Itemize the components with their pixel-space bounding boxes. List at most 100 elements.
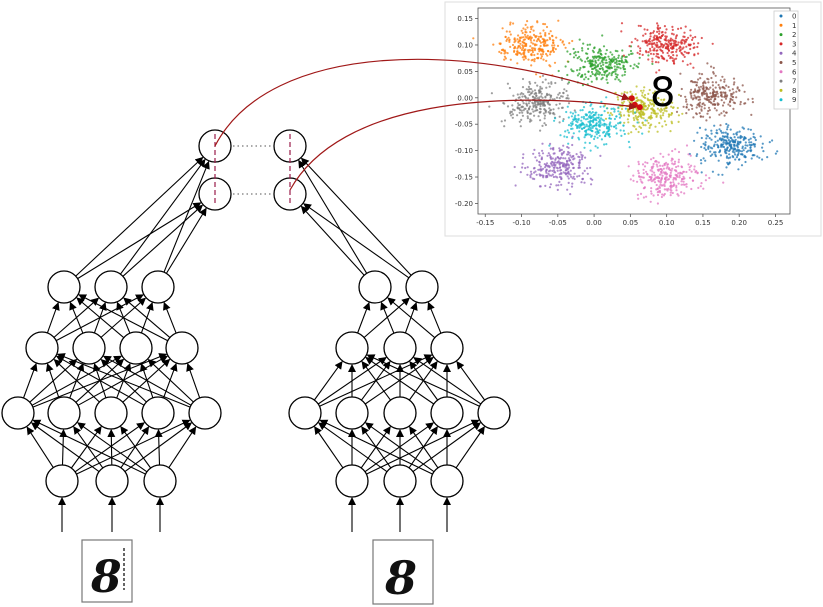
- scatter-point-class-2: [621, 74, 624, 77]
- scatter-point-class-9: [597, 113, 600, 116]
- scatter-point-class-1: [530, 54, 533, 57]
- scatter-point-class-0: [744, 141, 747, 144]
- x-tick-label: 0.10: [659, 219, 675, 227]
- scatter-point-class-4: [534, 156, 537, 159]
- scatter-point-class-9: [599, 105, 602, 108]
- y-tick-label: 0.15: [457, 15, 473, 23]
- scatter-point-class-8: [627, 111, 630, 114]
- scatter-point-class-3: [671, 28, 674, 31]
- scatter-point-class-4: [542, 167, 545, 170]
- scatter-point-class-3: [664, 31, 667, 34]
- legend-marker-8: [779, 88, 783, 92]
- scatter-point-class-7: [531, 108, 534, 111]
- scatter-point-class-3: [655, 52, 658, 55]
- scatter-point-class-9: [567, 124, 571, 127]
- scatter-point-class-1: [538, 40, 542, 43]
- scatter-point-class-1: [551, 35, 554, 38]
- scatter-point-class-1: [537, 48, 540, 51]
- scatter-point-class-6: [656, 165, 659, 168]
- scatter-point-class-2: [610, 74, 613, 77]
- left-network-edge: [69, 301, 84, 334]
- network-edges: [22, 156, 486, 475]
- scatter-point-class-1: [522, 38, 525, 42]
- left-network-edge: [120, 158, 206, 275]
- scatter-point-class-9: [587, 115, 591, 118]
- legend-marker-6: [779, 70, 783, 74]
- scatter-point-class-7: [555, 96, 559, 99]
- scatter-point-class-0: [700, 145, 703, 149]
- scatter-point-class-5: [694, 90, 697, 93]
- scatter-point-class-2: [587, 77, 590, 81]
- scatter-point-class-0: [721, 173, 724, 176]
- scatter-point-class-8: [660, 98, 663, 101]
- scatter-point-class-9: [593, 137, 596, 141]
- scatter-point-class-2: [595, 55, 599, 58]
- scatter-point-class-9: [567, 116, 570, 119]
- scatter-point-class-1: [539, 44, 542, 48]
- scatter-point-class-5: [697, 86, 701, 89]
- scatter-point-class-1: [519, 37, 522, 40]
- scatter-point-class-9: [578, 130, 581, 133]
- scatter-point-class-1: [532, 29, 535, 32]
- scatter-point-class-5: [703, 107, 706, 110]
- scatter-point-class-3: [671, 50, 675, 54]
- legend-label-5: 5: [792, 59, 796, 67]
- scatter-point-class-9: [598, 118, 601, 121]
- scatter-point-class-0: [750, 157, 753, 160]
- scatter-point-class-4: [559, 169, 562, 172]
- scatter-point-class-3: [634, 37, 637, 40]
- scatter-point-class-6: [643, 186, 646, 190]
- scatter-point-class-2: [587, 60, 590, 63]
- scatter-point-class-8: [657, 97, 660, 100]
- scatter-point-class-8: [644, 124, 647, 127]
- scatter-point-class-0: [737, 168, 740, 171]
- scatter-point-class-8: [649, 101, 652, 104]
- scatter-point-class-5: [731, 88, 734, 91]
- scatter-point-class-9: [622, 124, 625, 127]
- scatter-point-class-2: [576, 74, 580, 77]
- scatter-point-class-2: [629, 49, 633, 53]
- scatter-point-class-0: [696, 131, 699, 134]
- scatter-point-class-7: [503, 119, 507, 122]
- scatter-point-class-3: [656, 22, 659, 25]
- scatter-point-class-9: [605, 125, 609, 128]
- scatter-point-class-2: [615, 59, 618, 62]
- scatter-point-class-8: [650, 114, 653, 117]
- scatter-point-class-6: [636, 180, 639, 183]
- scatter-point-class-8: [626, 118, 630, 121]
- scatter-point-class-9: [591, 120, 595, 123]
- scatter-point-class-3: [647, 51, 650, 54]
- scatter-point-class-1: [530, 28, 533, 31]
- scatter-point-class-1: [511, 22, 515, 25]
- scatter-point-class-6: [661, 169, 664, 172]
- scatter-point-class-9: [596, 136, 599, 139]
- scatter-point-class-3: [683, 42, 686, 45]
- scatter-point-class-0: [695, 154, 698, 158]
- legend-label-2: 2: [792, 31, 796, 39]
- scatter-point-class-3: [675, 48, 678, 51]
- scatter-point-class-3: [655, 41, 659, 44]
- scatter-point-class-2: [614, 72, 617, 76]
- scatter-point-class-8: [677, 120, 680, 123]
- legend-label-1: 1: [792, 22, 796, 30]
- scatter-point-class-3: [673, 43, 676, 46]
- scatter-point-class-4: [564, 169, 567, 172]
- scatter-point-class-0: [713, 143, 716, 146]
- scatter-point-class-7: [521, 111, 524, 114]
- scatter-point-class-6: [662, 155, 665, 158]
- scatter-point-class-3: [686, 63, 689, 66]
- scatter-point-class-5: [682, 105, 685, 108]
- scatter-point-class-7: [562, 118, 565, 121]
- scatter-point-class-7: [543, 114, 547, 117]
- scatter-point-class-8: [652, 111, 656, 115]
- scatter-point-class-2: [606, 81, 609, 84]
- scatter-point-class-9: [562, 119, 565, 123]
- scatter-point-class-6: [693, 165, 696, 168]
- scatter-point-class-8: [659, 103, 662, 106]
- scatter-point-class-6: [656, 191, 659, 194]
- scatter-point-class-0: [714, 140, 717, 144]
- right-network-node: [383, 331, 417, 365]
- scatter-point-class-7: [547, 111, 550, 114]
- scatter-point-class-8: [649, 124, 652, 127]
